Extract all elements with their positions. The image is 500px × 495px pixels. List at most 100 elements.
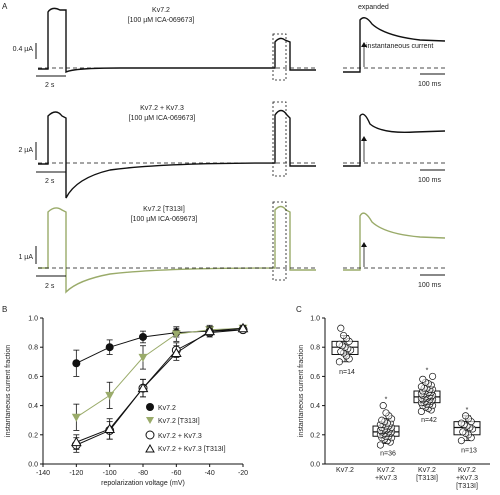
row2-scale-y-label: 2 µA — [18, 147, 33, 154]
data-point — [429, 372, 437, 380]
y-tick-label: 0.4 — [310, 403, 320, 410]
series-line — [76, 329, 244, 446]
x-category-label: Kv7.2 — [418, 467, 436, 474]
data-point — [171, 330, 181, 339]
panel-b-letter: B — [2, 305, 7, 314]
trace-row-kv72-kv73: Kv7.2 + Kv7.3 [100 µM ICA-069673] 2 µA 2… — [18, 101, 446, 199]
data-point — [72, 359, 81, 368]
row3-expanded-scale-x-label: 100 ms — [418, 282, 441, 289]
x-category-label: [T313I] — [456, 483, 478, 490]
x-tick-label: -60 — [171, 470, 181, 477]
legend-label-kv72-t313i: Kv7.2 [T313I] — [158, 418, 200, 425]
trace-row-kv72-t313i: Kv7.2 [T313I] [100 µM ICA-069673] 1 µA 2… — [18, 201, 446, 294]
row2-zoom-box — [272, 101, 287, 177]
data-point — [379, 402, 387, 410]
row2-title: Kv7.2 + Kv7.3 — [140, 105, 184, 112]
y-tick-label: 0.2 — [310, 432, 320, 439]
legend-label-kv72: Kv7.2 — [158, 405, 176, 412]
plot-b: -140 -120 -100 -80 -60 -40 -20 0.0 0.2 0.4 0.6 0.8 1… — [28, 316, 249, 477]
series-line — [76, 329, 244, 364]
legend-label-kv72-kv73-t313i: Kv7.2 + Kv7.3 [T313I] — [158, 446, 226, 453]
x-category-label: [T313I] — [416, 475, 438, 482]
y-tick-label: 0.4 — [28, 403, 38, 410]
data-point — [137, 382, 149, 393]
legend-marker-kv72-t313i — [146, 417, 154, 424]
n-label: n=42 — [421, 417, 437, 424]
x-tick-label: -100 — [103, 470, 117, 477]
y-tick-label: 0.8 — [310, 345, 320, 352]
x-tick-label: -120 — [69, 470, 83, 477]
y-tick-label: 1.0 — [28, 316, 38, 323]
legend-marker-kv72 — [146, 403, 154, 411]
row3-scale-y-label: 1 µA — [18, 254, 33, 261]
data-point — [378, 416, 386, 424]
row2-trace — [38, 109, 316, 199]
row3-zoom-box — [272, 201, 287, 281]
y-tick-label: 1.0 — [310, 316, 320, 323]
plot-b-legend: Kv7.2 Kv7.2 [T313I] Kv7.2 + Kv7.3 Kv7.2 … — [145, 403, 226, 453]
data-point — [71, 413, 81, 422]
row2-expanded-scale-x-label: 100 ms — [418, 177, 441, 184]
data-point — [138, 353, 148, 362]
plot-c: 0.0 0.2 0.4 0.6 0.8 1.0 n=14 Kv7.2 * n=36 Kv7.2 +Kv… — [310, 316, 490, 490]
row1-scale-x-label: 2 s — [45, 82, 55, 89]
expanded-label: expanded — [358, 4, 389, 11]
data-point — [340, 331, 348, 340]
data-point — [457, 437, 465, 445]
data-point — [335, 340, 343, 348]
legend-marker-kv72-kv73-t313i — [145, 443, 155, 453]
row1-subtitle: [100 µM ICA-069673] — [128, 17, 195, 24]
row2-scale-x-label: 2 s — [45, 178, 55, 185]
data-point — [170, 347, 182, 358]
data-point — [462, 412, 470, 420]
row3-arrow-head — [361, 242, 367, 247]
x-tick-label: -140 — [36, 470, 50, 477]
y-tick-label: 0.2 — [28, 432, 38, 439]
y-tick-label: 0.6 — [310, 374, 320, 381]
row3-expanded-trace — [343, 212, 446, 271]
x-tick-label: -20 — [238, 470, 248, 477]
legend-label-kv72-kv73: Kv7.2 + Kv7.3 — [158, 433, 202, 440]
data-point — [237, 322, 249, 333]
data-point — [337, 324, 345, 332]
series-line — [76, 327, 244, 418]
data-point — [70, 436, 82, 447]
y-tick-label: 0.0 — [28, 462, 38, 469]
significance-star: * — [385, 397, 388, 404]
y-tick-label: 0.6 — [28, 374, 38, 381]
y-tick-label: 0.8 — [28, 345, 38, 352]
panel-c-letter: C — [296, 305, 302, 314]
data-point — [139, 332, 147, 341]
data-point — [204, 325, 216, 336]
data-point — [376, 441, 384, 449]
x-category-label: +Kv7.3 — [375, 475, 397, 482]
data-point — [457, 419, 465, 427]
row2-arrow-head — [361, 136, 367, 141]
row2-expanded-trace — [343, 113, 446, 167]
n-label: n=14 — [339, 369, 355, 376]
data-point — [417, 383, 425, 391]
row3-trace — [38, 205, 316, 294]
x-category-label: +Kv7.3 — [456, 475, 478, 482]
row1-trace — [38, 7, 316, 74]
row1-scale-y-label: 0.4 µA — [13, 46, 34, 53]
data-point — [382, 409, 390, 417]
x-tick-label: -40 — [205, 470, 215, 477]
row2-subtitle: [100 µM ICA-069673] — [129, 115, 196, 122]
data-point — [105, 391, 115, 400]
plot-b-xlabel: repolarization voltage (mV) — [101, 480, 185, 487]
n-label: n=13 — [461, 448, 477, 455]
n-label: n=36 — [380, 451, 396, 458]
x-category-label: Kv7.2 — [336, 467, 354, 474]
data-point — [459, 428, 467, 436]
row3-subtitle: [100 µM ICA-069673] — [131, 216, 198, 223]
data-point — [335, 358, 343, 366]
row1-zoom-box — [272, 33, 287, 81]
row1-arrow-head — [361, 42, 367, 47]
y-tick-label: 0.0 — [310, 462, 320, 469]
significance-star: * — [466, 407, 469, 414]
row1-expanded-scale-x-label: 100 ms — [418, 81, 441, 88]
row1-expanded-trace — [343, 17, 446, 73]
trace-row-kv72: Kv7.2 [100 µM ICA-069673] 0.4 µA 2 s ins… — [13, 7, 446, 89]
